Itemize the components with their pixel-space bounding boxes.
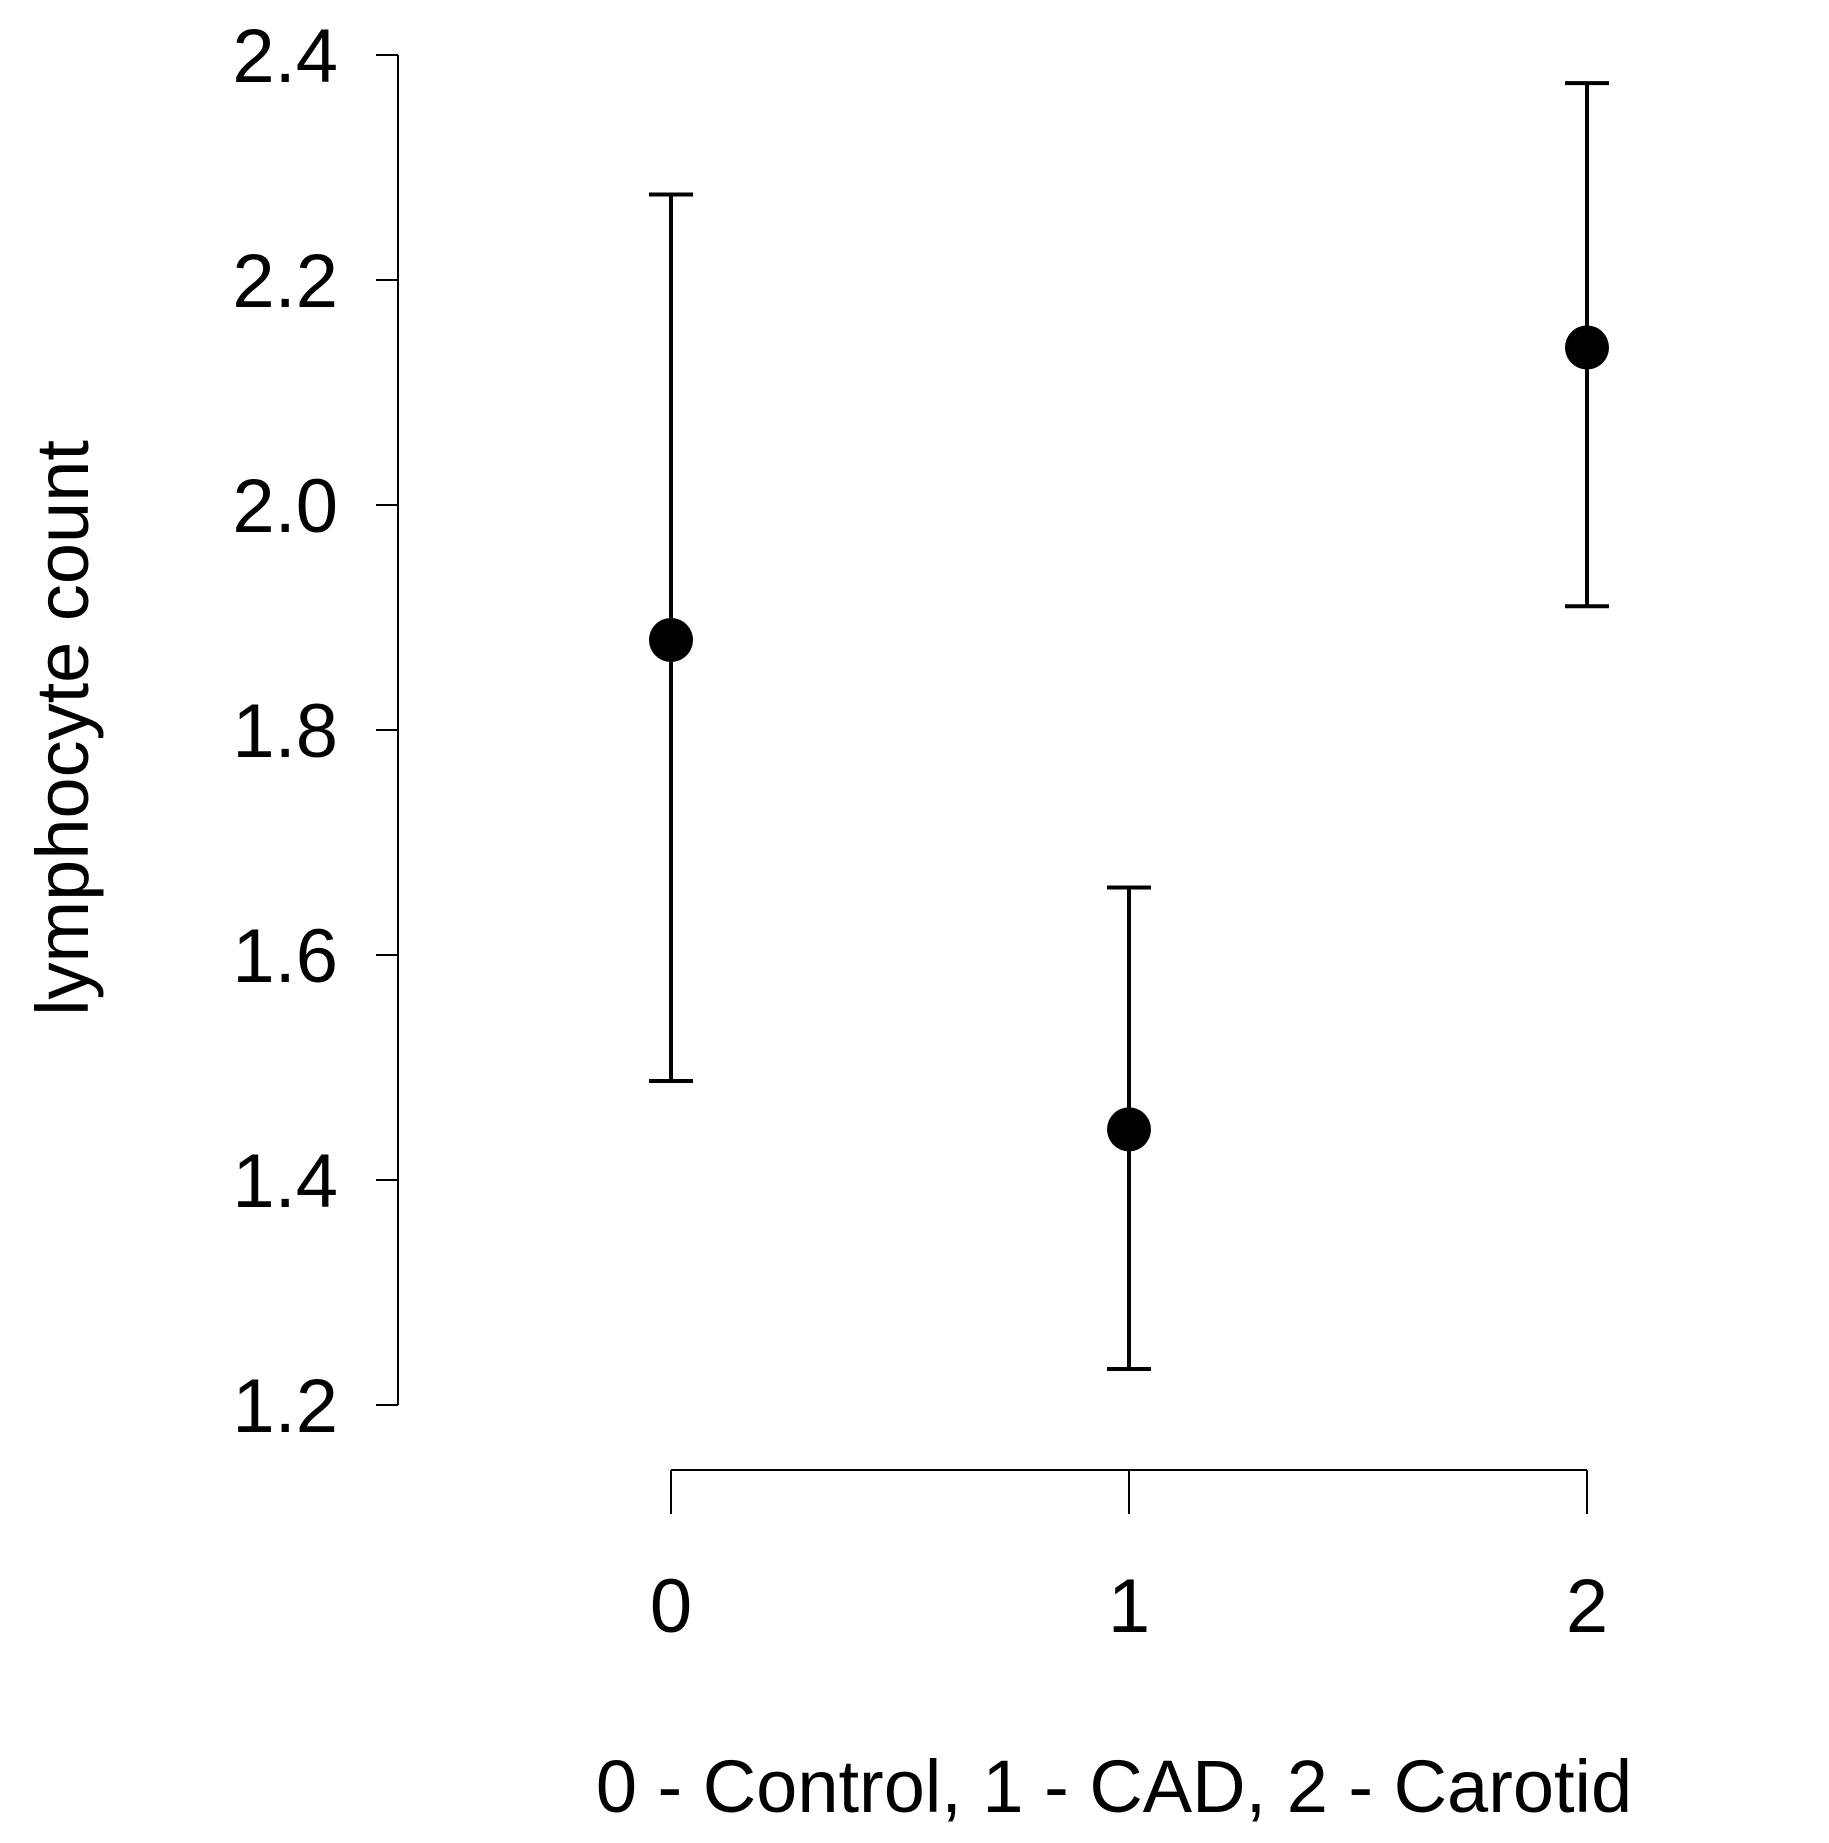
data-point — [1565, 325, 1609, 370]
y-tick-label: 1.8 — [232, 689, 338, 774]
error-bar-group — [1565, 81, 1609, 609]
data-point — [649, 618, 693, 662]
error-bar-group — [1107, 885, 1151, 1371]
x-axis: 0 1 2 — [650, 1469, 1608, 1649]
data-marks — [649, 81, 1609, 1371]
x-axis-title: 0 - Control, 1 - CAD, 2 - Carotid — [596, 1745, 1632, 1828]
y-axis-title: lymphocyte count — [21, 440, 104, 1016]
data-point — [1107, 1107, 1151, 1152]
error-bar-group — [649, 192, 693, 1083]
y-tick-label: 1.6 — [232, 914, 338, 999]
y-ticks: 1.2 1.4 1.6 1.8 2.0 2.2 2.4 — [232, 14, 398, 1449]
x-ticks: 0 1 2 — [650, 1470, 1608, 1649]
y-tick-label: 2.0 — [232, 464, 338, 549]
x-tick-label: 1 — [1108, 1564, 1150, 1649]
x-tick-label: 2 — [1566, 1564, 1608, 1649]
x-tick-label: 0 — [650, 1564, 692, 1649]
y-tick-label: 1.2 — [232, 1364, 338, 1449]
y-tick-label: 2.4 — [232, 14, 338, 99]
y-tick-label: 1.4 — [232, 1139, 338, 1224]
y-axis: 1.2 1.4 1.6 1.8 2.0 2.2 2.4 — [232, 14, 399, 1449]
y-tick-label: 2.2 — [232, 239, 338, 324]
